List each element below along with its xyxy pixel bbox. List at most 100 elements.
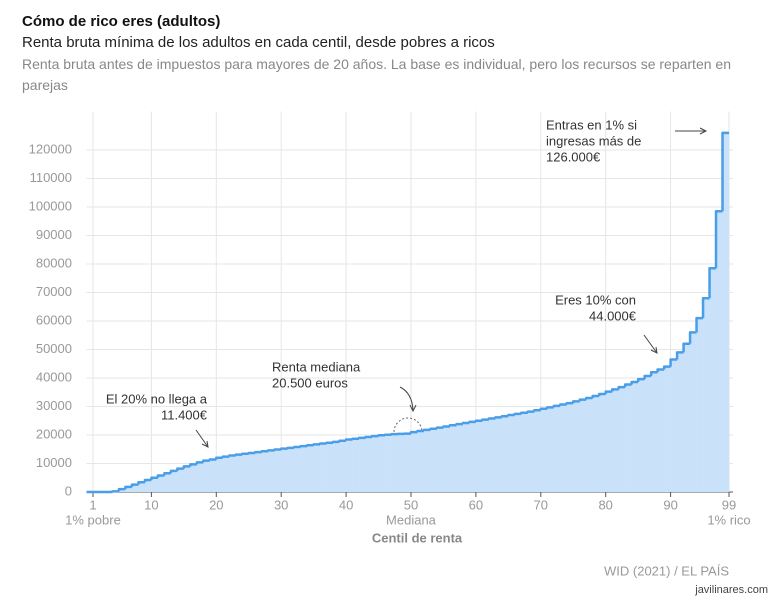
line-step bbox=[597, 392, 606, 396]
area-step bbox=[430, 428, 438, 492]
line-step bbox=[526, 410, 535, 413]
line-step bbox=[130, 483, 139, 487]
header: Cómo de rico eres (adultos) Renta bruta … bbox=[22, 12, 762, 96]
line-step bbox=[507, 413, 515, 417]
area-step bbox=[255, 452, 263, 492]
line-step bbox=[247, 451, 256, 455]
area-step bbox=[521, 412, 529, 492]
watermark: javilinares.com bbox=[694, 584, 768, 596]
line-step bbox=[487, 417, 496, 420]
area-step bbox=[696, 318, 704, 492]
annotation: Renta mediana bbox=[272, 359, 361, 374]
area-step bbox=[670, 359, 678, 492]
area-step bbox=[378, 435, 386, 492]
area-step bbox=[359, 437, 366, 492]
line-step bbox=[286, 446, 295, 450]
area-step bbox=[488, 418, 496, 492]
line-step bbox=[435, 426, 444, 429]
y-tick-label: 50000 bbox=[36, 341, 72, 356]
line-step bbox=[649, 371, 658, 377]
area-step bbox=[449, 425, 457, 492]
x-tick-note: 1% pobre bbox=[65, 512, 121, 527]
area-step bbox=[404, 433, 412, 492]
line-step bbox=[701, 296, 710, 319]
arrow-head bbox=[650, 346, 658, 354]
arrow bbox=[399, 386, 414, 411]
area-step bbox=[618, 387, 626, 492]
line-step bbox=[455, 422, 463, 426]
area-step bbox=[203, 460, 211, 492]
line-step bbox=[150, 476, 158, 481]
x-tick-label: 50 bbox=[404, 497, 418, 512]
x-tick-note: 1% rico bbox=[707, 512, 750, 527]
line-step bbox=[474, 419, 483, 422]
area-step bbox=[118, 489, 126, 492]
y-tick-label: 60000 bbox=[36, 312, 72, 327]
area-step bbox=[138, 482, 146, 492]
area-step bbox=[391, 434, 399, 492]
line-step bbox=[695, 316, 704, 333]
area-step bbox=[346, 439, 353, 492]
area-step bbox=[274, 449, 282, 492]
area-step bbox=[372, 436, 379, 492]
line-step bbox=[195, 461, 204, 465]
line-step bbox=[442, 425, 450, 428]
line-step bbox=[520, 411, 528, 415]
line-step bbox=[422, 428, 431, 432]
area-step bbox=[268, 450, 276, 492]
line-step bbox=[494, 416, 502, 419]
x-tick-label: 99 bbox=[722, 497, 736, 512]
annotation: 44.000€ bbox=[589, 308, 637, 323]
line-step bbox=[273, 448, 282, 451]
area-step bbox=[333, 441, 340, 492]
y-tick-label: 10000 bbox=[36, 455, 72, 470]
line-step bbox=[266, 449, 275, 452]
annotation: 126.000€ bbox=[546, 149, 601, 164]
chart-description: Renta bruta antes de impuestos para mayo… bbox=[22, 56, 731, 93]
arrow-head bbox=[409, 404, 417, 413]
area-step bbox=[209, 459, 217, 492]
area-step bbox=[131, 484, 139, 492]
area-step bbox=[508, 415, 516, 492]
line-step bbox=[357, 436, 366, 440]
area-step bbox=[410, 432, 418, 492]
line-step bbox=[292, 445, 301, 449]
area-step bbox=[722, 132, 730, 492]
area-step bbox=[625, 384, 632, 492]
area-step bbox=[677, 352, 684, 492]
line-step bbox=[565, 401, 574, 405]
line-step bbox=[117, 487, 126, 492]
arrow bbox=[195, 429, 209, 448]
area-step bbox=[443, 426, 451, 492]
line-step bbox=[429, 427, 437, 430]
line-step bbox=[312, 443, 321, 446]
line-step bbox=[137, 481, 145, 485]
chart-subtitle: Renta bruta mínima de los adultos en cad… bbox=[22, 34, 495, 51]
line-step bbox=[682, 342, 691, 353]
line-step bbox=[163, 471, 171, 476]
area-step bbox=[313, 444, 321, 492]
area-step bbox=[540, 408, 548, 492]
line-step bbox=[481, 418, 489, 421]
area-step bbox=[605, 391, 613, 492]
area-step bbox=[326, 442, 334, 492]
labels: 0 10000 20000 30000 40000 50000 60000 70000 8000… bbox=[29, 117, 751, 527]
line-step bbox=[571, 400, 580, 404]
area-step bbox=[196, 462, 204, 492]
line-step bbox=[675, 351, 684, 360]
area-step bbox=[151, 477, 159, 492]
area-step bbox=[294, 446, 301, 492]
line-step bbox=[610, 388, 619, 392]
line-step bbox=[714, 210, 723, 269]
line-step bbox=[468, 420, 476, 424]
area-step bbox=[423, 429, 431, 492]
line-step bbox=[202, 459, 210, 463]
line-step bbox=[643, 374, 652, 380]
x-tick-label: 60 bbox=[469, 497, 483, 512]
annotation: ingresas más de bbox=[546, 133, 641, 148]
line-step bbox=[630, 380, 639, 385]
area-step bbox=[144, 480, 152, 492]
area-step bbox=[592, 395, 600, 492]
line-step bbox=[416, 429, 424, 433]
